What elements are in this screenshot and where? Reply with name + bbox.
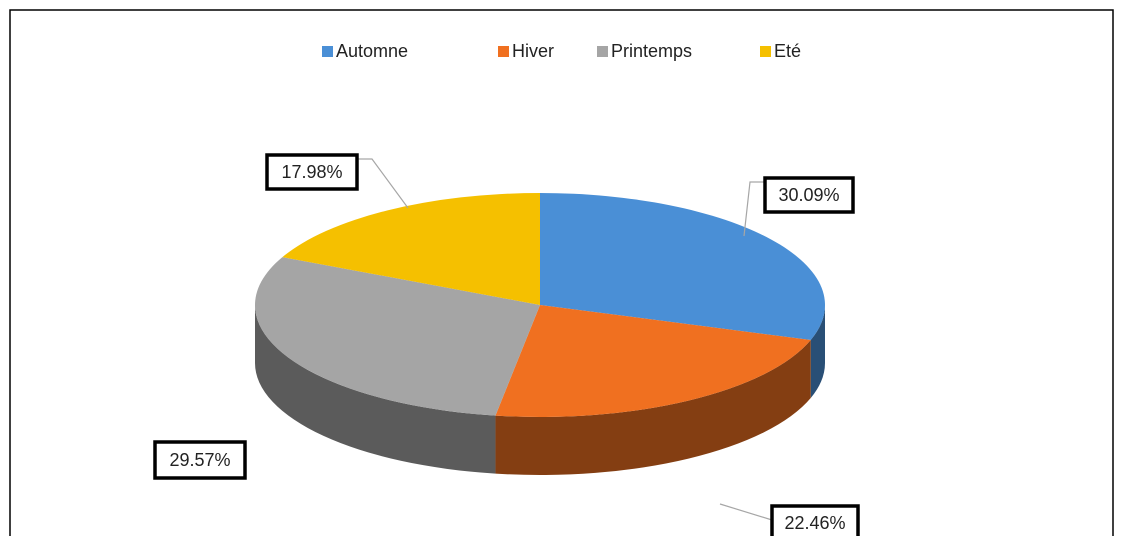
- pie-slice: [540, 193, 826, 341]
- legend-swatch: [760, 46, 771, 57]
- leader-line: [719, 503, 773, 521]
- data-label: 22.46%: [784, 513, 845, 533]
- legend-swatch: [498, 46, 509, 57]
- data-label: 30.09%: [778, 185, 839, 205]
- pie-slice: [282, 193, 540, 305]
- pie-slice: [255, 257, 540, 416]
- data-label-box: [770, 504, 860, 536]
- legend-label: Hiver: [512, 41, 554, 61]
- legend-label: Eté: [774, 41, 801, 61]
- data-label: 17.98%: [281, 162, 342, 182]
- legend-label: Automne: [336, 41, 408, 61]
- legend-swatch: [597, 46, 608, 57]
- leader-line: [357, 158, 409, 209]
- data-label: 29.57%: [169, 450, 230, 470]
- pie-side: [810, 305, 826, 399]
- leader-line: [743, 181, 766, 237]
- data-label-box: [763, 176, 855, 214]
- pie-side: [255, 305, 496, 474]
- legend-label: Printemps: [611, 41, 692, 61]
- pie-side: [495, 340, 811, 475]
- data-label-box: [265, 153, 359, 191]
- legend-swatch: [322, 46, 333, 57]
- pie-slice: [495, 305, 811, 417]
- data-label-box: [153, 440, 247, 480]
